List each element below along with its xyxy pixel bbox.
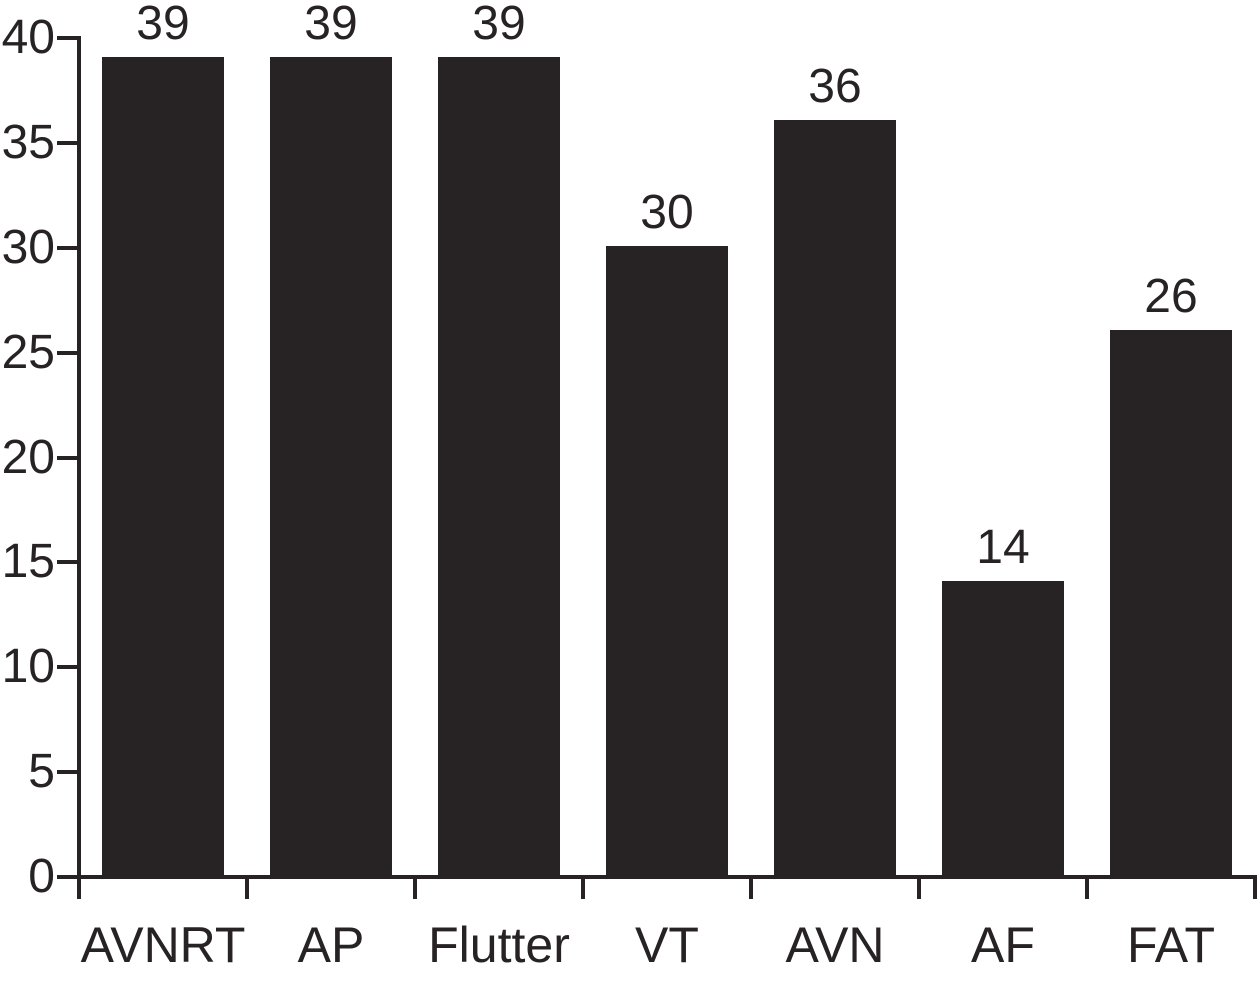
bar-value-label: 14 (976, 521, 1030, 574)
bar-value-label: 36 (808, 60, 862, 113)
x-tick-label: AP (297, 917, 365, 973)
x-tick (1253, 879, 1257, 899)
x-tick (749, 879, 753, 899)
x-tick-label: FAT (1127, 917, 1215, 973)
x-tick (77, 879, 81, 899)
y-tick (57, 350, 77, 355)
x-tick-label: VT (635, 917, 699, 973)
bar-avn (774, 120, 896, 875)
x-tick-label: AVNRT (80, 917, 246, 973)
bar-vt (606, 246, 728, 875)
x-tick (413, 879, 417, 899)
y-tick-label: 20 (1, 430, 55, 484)
y-tick (57, 770, 77, 775)
bar-value-label: 39 (304, 0, 358, 50)
x-tick (245, 879, 249, 899)
y-tick-label: 15 (1, 535, 55, 589)
x-tick (581, 879, 585, 899)
y-tick (57, 245, 77, 250)
bar-ap (270, 57, 392, 875)
y-tick-label: 40 (1, 11, 55, 64)
y-tick-label: 35 (1, 115, 55, 169)
bar-af (942, 581, 1064, 875)
y-tick (57, 140, 77, 145)
x-tick (917, 879, 921, 899)
y-axis-line (77, 36, 81, 897)
bar-value-label: 26 (1144, 270, 1198, 323)
x-tick-label: AVN (785, 917, 885, 973)
x-tick-label: Flutter (428, 917, 570, 973)
y-tick (57, 560, 77, 565)
y-tick-label: 10 (1, 640, 55, 694)
y-tick-label: 30 (1, 220, 55, 274)
y-tick (57, 875, 77, 879)
y-tick-label: 0 (28, 850, 55, 903)
bar-fat (1110, 330, 1232, 875)
y-tick (57, 665, 77, 670)
x-tick (1085, 879, 1089, 899)
bar-value-label: 39 (472, 0, 526, 50)
y-tick-label: 5 (28, 745, 55, 799)
x-tick-label: AF (971, 917, 1035, 973)
y-tick-label: 25 (1, 325, 55, 379)
bar-avnrt (102, 57, 224, 875)
y-tick (57, 455, 77, 460)
bar-value-label: 39 (136, 0, 190, 50)
bar-flutter (438, 57, 560, 875)
x-axis-line (77, 875, 1257, 879)
y-tick (57, 36, 77, 40)
bar-value-label: 30 (640, 186, 694, 239)
